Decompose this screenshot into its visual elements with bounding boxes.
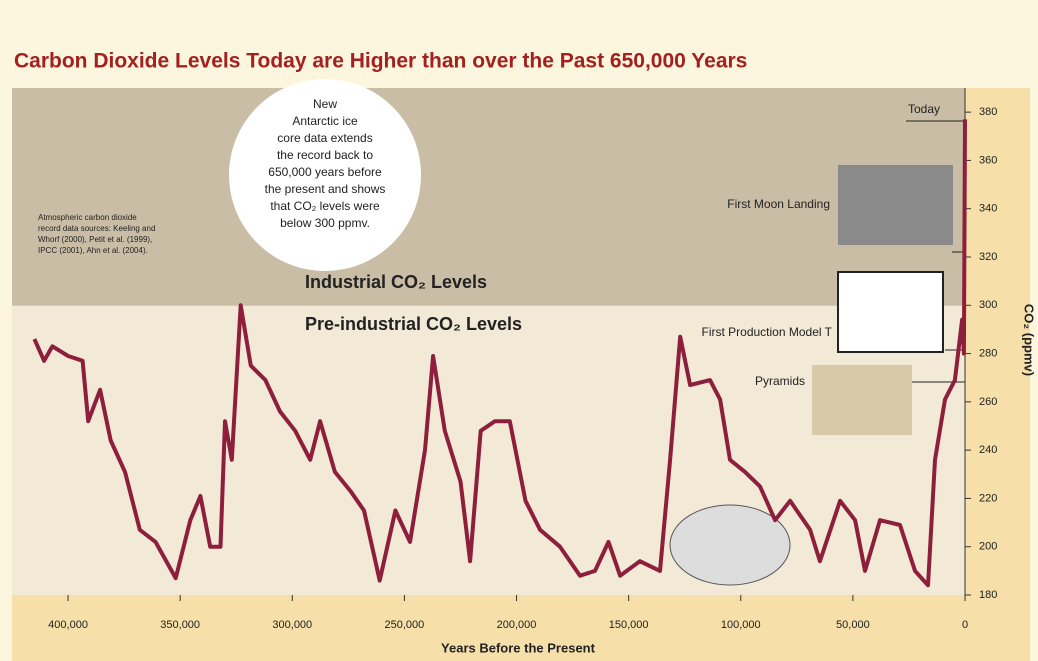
y-tick-label: 260 xyxy=(979,396,997,408)
y-axis-band xyxy=(965,88,1030,595)
region-label: Industrial CO₂ Levels xyxy=(305,272,487,292)
x-axis-label: Years Before the Present xyxy=(441,640,596,655)
y-tick-label: 280 xyxy=(979,347,997,359)
source-note: IPCC (2001), Ahn et al. (2004). xyxy=(38,246,148,255)
x-tick-label: 0 xyxy=(962,619,968,631)
region-label: Pre-industrial CO₂ Levels xyxy=(305,314,522,334)
x-axis-band xyxy=(12,595,1030,661)
source-note: Atmospheric carbon dioxide xyxy=(38,213,137,222)
bubble-text: the present and shows xyxy=(265,182,386,196)
bubble-text: 650,000 years before xyxy=(268,165,382,179)
y-axis-label: CO₂ (ppmv) xyxy=(1022,304,1037,376)
pyramids-photo xyxy=(812,365,912,435)
source-note: Whorf (2000), Petit et al. (1999), xyxy=(38,235,152,244)
model-t-picture xyxy=(837,271,944,353)
preindustrial-region xyxy=(12,305,965,595)
y-tick-label: 380 xyxy=(979,106,997,118)
y-tick-label: 240 xyxy=(979,444,997,456)
annotation: First Production Model T xyxy=(702,325,833,339)
y-tick-label: 320 xyxy=(979,251,997,263)
x-tick-label: 300,000 xyxy=(272,619,312,631)
x-tick-label: 150,000 xyxy=(609,619,649,631)
co2-line xyxy=(32,119,967,588)
x-tick-label: 50,000 xyxy=(836,619,870,631)
x-tick-label: 400,000 xyxy=(48,619,88,631)
mammoth-drawing xyxy=(669,504,791,586)
chart-title: Carbon Dioxide Levels Today are Higher t… xyxy=(14,50,747,73)
bubble xyxy=(229,79,421,271)
y-tick-label: 220 xyxy=(979,492,997,504)
bubble-text: the record back to xyxy=(277,148,373,162)
x-tick-label: 100,000 xyxy=(721,619,761,631)
bubble-text: core data extends xyxy=(277,131,372,145)
bubble-text: that CO₂ levels were xyxy=(270,199,380,213)
x-tick-label: 350,000 xyxy=(160,619,200,631)
moon-photo xyxy=(838,165,953,245)
bubble-text: Antarctic ice xyxy=(292,114,358,128)
y-tick-label: 200 xyxy=(979,541,997,553)
y-tick-label: 180 xyxy=(979,589,997,601)
y-tick-label: 300 xyxy=(979,299,997,311)
industrial-region xyxy=(12,88,965,306)
bubble-text: below 300 ppmv. xyxy=(280,216,370,230)
annotation: First Moon Landing xyxy=(727,197,830,211)
y-tick-label: 340 xyxy=(979,203,997,215)
annotation: Today xyxy=(908,102,940,116)
bubble-text: New xyxy=(313,97,337,111)
annotation: Pyramids xyxy=(755,374,805,388)
source-note: record data sources: Keeling and xyxy=(38,224,155,233)
x-tick-label: 200,000 xyxy=(497,619,537,631)
y-tick-label: 360 xyxy=(979,154,997,166)
x-tick-label: 250,000 xyxy=(385,619,425,631)
